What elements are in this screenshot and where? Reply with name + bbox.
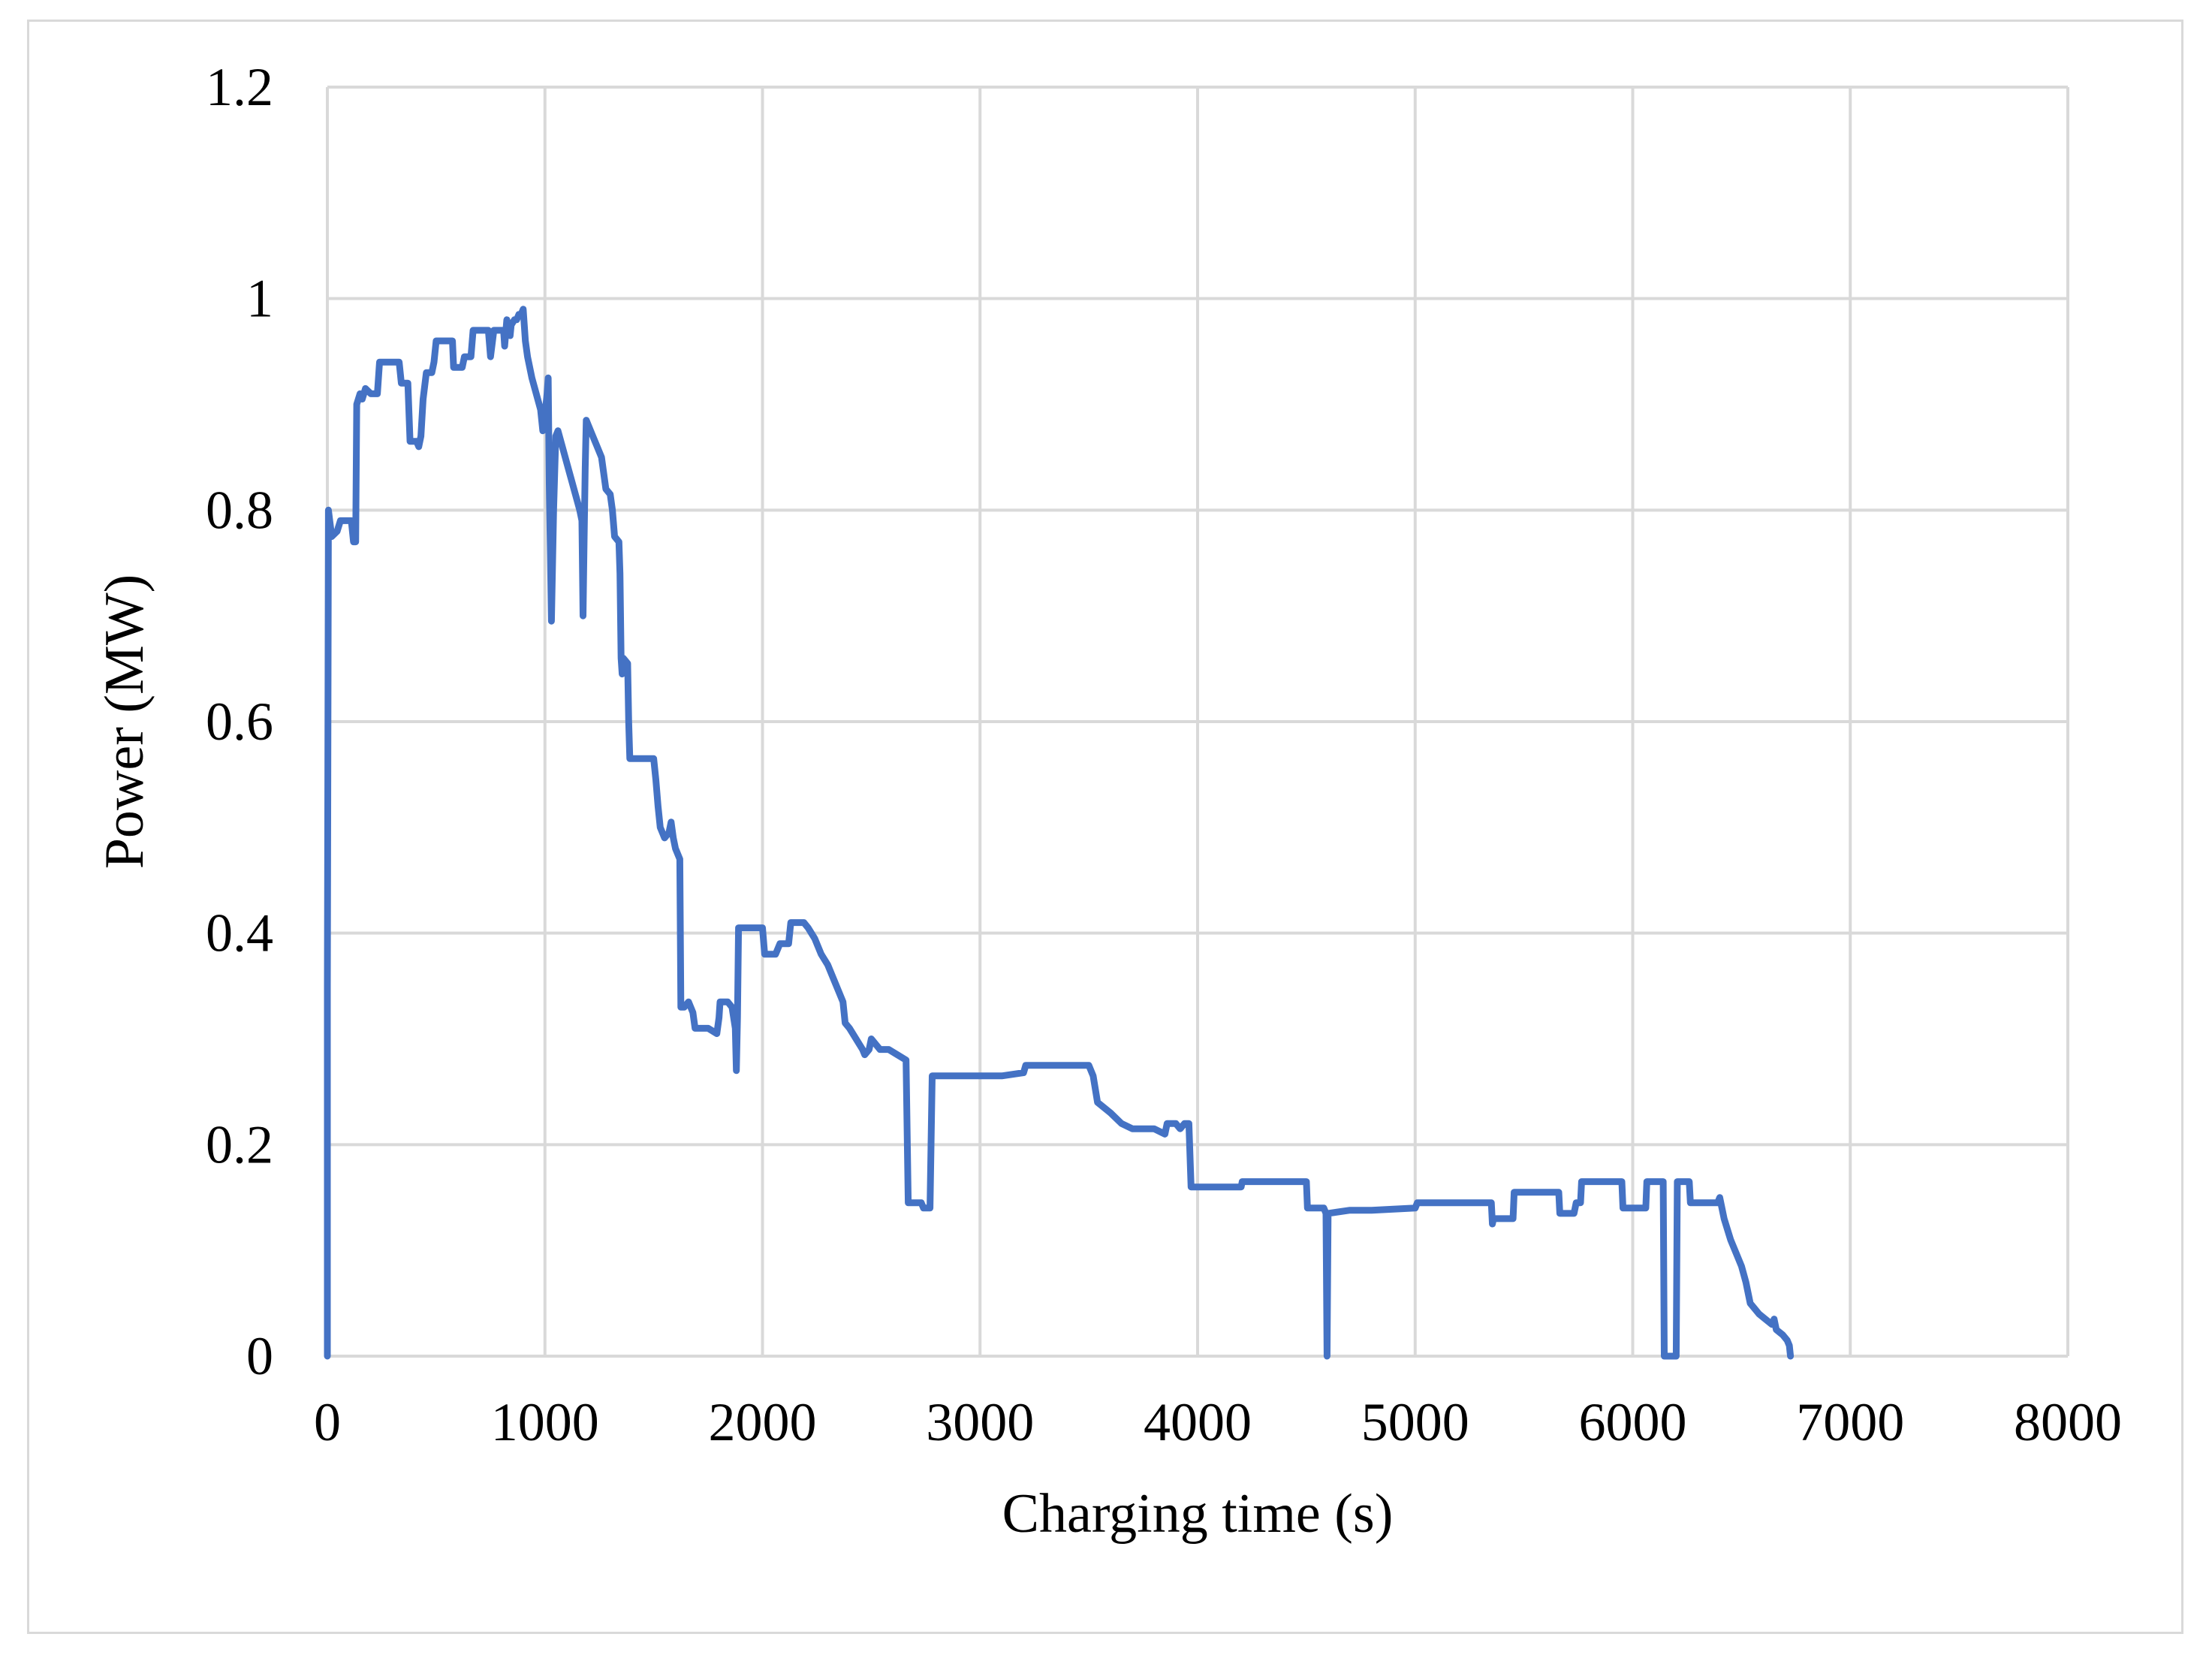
x-axis-title: Charging time (s) bbox=[1002, 1483, 1394, 1545]
x-tick-label-0: 0 bbox=[314, 1392, 341, 1452]
x-tick-label-4000: 4000 bbox=[1144, 1392, 1252, 1452]
y-tick-label-0.6: 0.6 bbox=[206, 692, 273, 752]
x-tick-label-2000: 2000 bbox=[709, 1392, 817, 1452]
chart-frame bbox=[27, 20, 2183, 1634]
x-tick-label-5000: 5000 bbox=[1361, 1392, 1469, 1452]
y-tick-label-0.2: 0.2 bbox=[206, 1114, 273, 1174]
series-layer bbox=[324, 306, 1795, 1360]
series-line-0 bbox=[324, 306, 1795, 1360]
gridlines bbox=[327, 86, 2069, 1356]
y-tick-label-0.4: 0.4 bbox=[206, 903, 273, 963]
x-tick-label-3000: 3000 bbox=[926, 1392, 1034, 1452]
y-tick-label-1.2: 1.2 bbox=[206, 57, 273, 117]
y-tick-label-0.8: 0.8 bbox=[206, 480, 273, 540]
y-axis-title: Power (MW) bbox=[94, 574, 155, 870]
y-tick-labels: 0 0.2 0.4 0.6 0.8 1 1.2 bbox=[206, 57, 273, 1386]
x-tick-label-6000: 6000 bbox=[1579, 1392, 1687, 1452]
x-tick-label-1000: 1000 bbox=[491, 1392, 599, 1452]
x-tick-label-8000: 8000 bbox=[2014, 1392, 2122, 1452]
x-tick-label-7000: 7000 bbox=[1796, 1392, 1904, 1452]
y-tick-label-1: 1 bbox=[246, 269, 273, 329]
x-tick-labels: 0 1000 2000 3000 4000 5000 6000 7000 8000 bbox=[314, 1392, 2122, 1452]
y-tick-label-0: 0 bbox=[246, 1326, 273, 1386]
